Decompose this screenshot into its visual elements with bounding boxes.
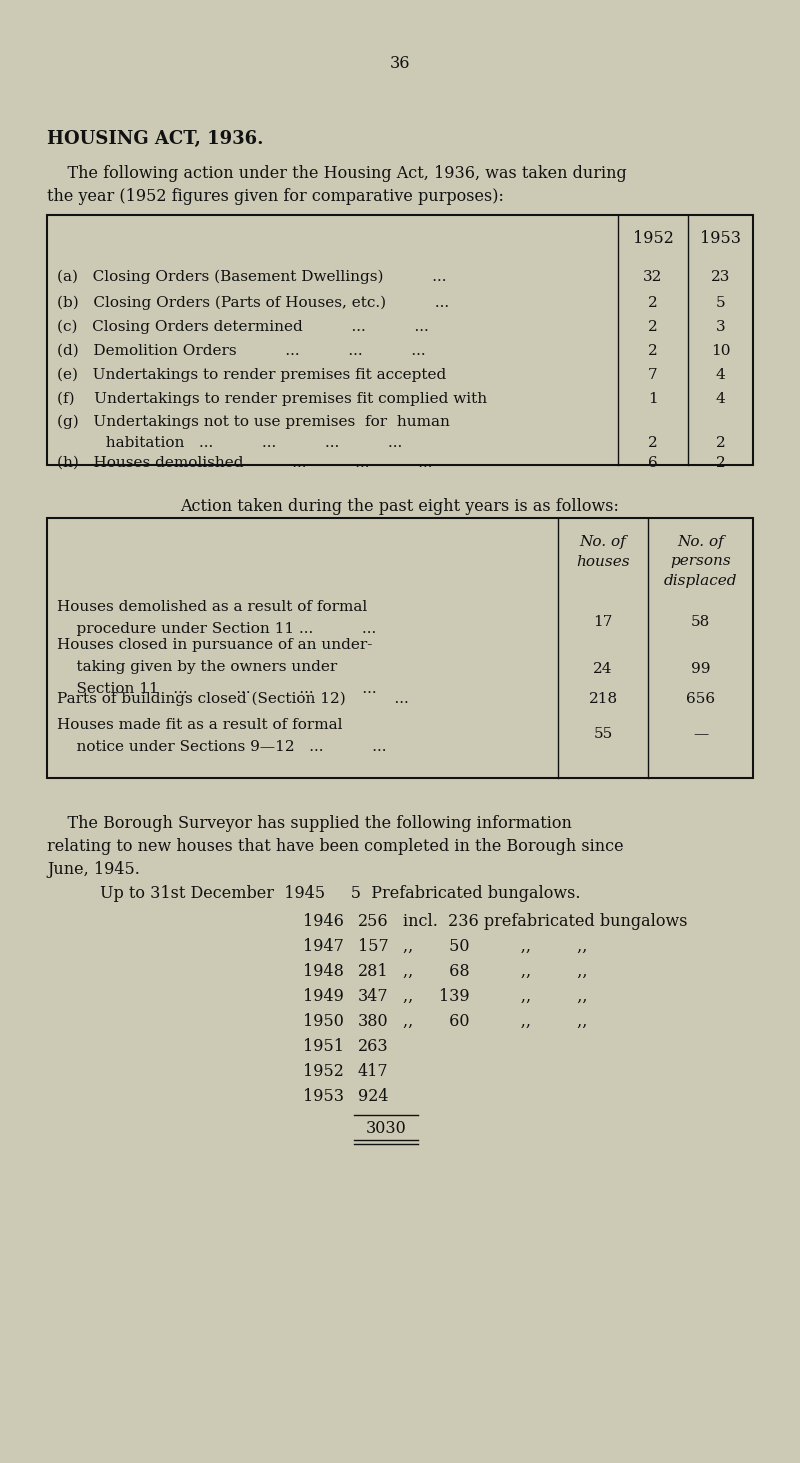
Text: The following action under the Housing Act, 1936, was taken during: The following action under the Housing A… bbox=[47, 165, 626, 181]
Text: 1946: 1946 bbox=[303, 913, 344, 930]
Text: (b)   Closing Orders (Parts of Houses, etc.)          ...: (b) Closing Orders (Parts of Houses, etc… bbox=[57, 296, 449, 310]
Text: Houses closed in pursuance of an under-: Houses closed in pursuance of an under- bbox=[57, 638, 372, 652]
Text: 2: 2 bbox=[648, 320, 658, 334]
Text: 7: 7 bbox=[648, 369, 658, 382]
Text: 1947: 1947 bbox=[303, 938, 344, 955]
Text: habitation   ...          ...          ...          ...: habitation ... ... ... ... bbox=[57, 436, 402, 451]
Text: procedure under Section 11 ...          ...: procedure under Section 11 ... ... bbox=[57, 622, 376, 636]
Text: 6: 6 bbox=[648, 456, 658, 470]
Text: 1948: 1948 bbox=[303, 963, 344, 980]
Text: 1: 1 bbox=[648, 392, 658, 407]
Text: 1950: 1950 bbox=[303, 1012, 344, 1030]
Text: Action taken during the past eight years is as follows:: Action taken during the past eight years… bbox=[181, 497, 619, 515]
Text: June, 1945.: June, 1945. bbox=[47, 862, 140, 878]
Text: No. of
persons
displaced: No. of persons displaced bbox=[664, 535, 738, 588]
Text: 2: 2 bbox=[648, 436, 658, 451]
Text: 263: 263 bbox=[358, 1039, 389, 1055]
Text: ,,       68          ,,         ,,: ,, 68 ,, ,, bbox=[403, 963, 587, 980]
Text: 17: 17 bbox=[594, 614, 613, 629]
Bar bbox=[47, 215, 753, 465]
Text: (h)   Houses demolished          ...          ...          ...: (h) Houses demolished ... ... ... bbox=[57, 456, 433, 470]
Text: The Borough Surveyor has supplied the following information: The Borough Surveyor has supplied the fo… bbox=[47, 815, 572, 832]
Text: 1953: 1953 bbox=[303, 1088, 344, 1105]
Text: 2: 2 bbox=[648, 296, 658, 310]
Text: 4: 4 bbox=[716, 369, 726, 382]
Text: Houses demolished as a result of formal: Houses demolished as a result of formal bbox=[57, 600, 367, 614]
Text: 4: 4 bbox=[716, 392, 726, 407]
Text: 157: 157 bbox=[358, 938, 389, 955]
Text: 256: 256 bbox=[358, 913, 389, 930]
Text: (c)   Closing Orders determined          ...          ...: (c) Closing Orders determined ... ... bbox=[57, 320, 429, 335]
Text: Houses made fit as a result of formal: Houses made fit as a result of formal bbox=[57, 718, 342, 732]
Text: 5: 5 bbox=[716, 296, 726, 310]
Text: 1951: 1951 bbox=[303, 1039, 344, 1055]
Text: Section 11   ...          ...          ...          ...: Section 11 ... ... ... ... bbox=[57, 682, 377, 696]
Text: 99: 99 bbox=[690, 661, 710, 676]
Text: taking given by the owners under: taking given by the owners under bbox=[57, 660, 338, 674]
Text: 380: 380 bbox=[358, 1012, 389, 1030]
Text: (d)   Demolition Orders          ...          ...          ...: (d) Demolition Orders ... ... ... bbox=[57, 344, 426, 358]
Text: 55: 55 bbox=[594, 727, 613, 740]
Text: Parts of buildings closed (Section 12)          ...: Parts of buildings closed (Section 12) .… bbox=[57, 692, 409, 707]
Text: 36: 36 bbox=[390, 56, 410, 72]
Text: 32: 32 bbox=[643, 271, 662, 284]
Text: (e)   Undertakings to render premises fit accepted: (e) Undertakings to render premises fit … bbox=[57, 369, 446, 382]
Text: 417: 417 bbox=[358, 1064, 389, 1080]
Text: 1949: 1949 bbox=[303, 988, 344, 1005]
Text: (f)    Undertakings to render premises fit complied with: (f) Undertakings to render premises fit … bbox=[57, 392, 487, 407]
Text: (a)   Closing Orders (Basement Dwellings)          ...: (a) Closing Orders (Basement Dwellings) … bbox=[57, 271, 446, 284]
Text: 1952: 1952 bbox=[303, 1064, 344, 1080]
Text: 656: 656 bbox=[686, 692, 715, 707]
Text: 1953: 1953 bbox=[700, 230, 741, 247]
Text: (g)   Undertakings not to use premises  for  human: (g) Undertakings not to use premises for… bbox=[57, 415, 450, 430]
Text: 924: 924 bbox=[358, 1088, 389, 1105]
Text: the year (1952 figures given for comparative purposes):: the year (1952 figures given for compara… bbox=[47, 189, 504, 205]
Text: ,,       50          ,,         ,,: ,, 50 ,, ,, bbox=[403, 938, 587, 955]
Text: relating to new houses that have been completed in the Borough since: relating to new houses that have been co… bbox=[47, 838, 624, 854]
Text: HOUSING ACT, 1936.: HOUSING ACT, 1936. bbox=[47, 130, 263, 148]
Text: 3: 3 bbox=[716, 320, 726, 334]
Text: 218: 218 bbox=[589, 692, 618, 707]
Text: 58: 58 bbox=[691, 614, 710, 629]
Text: 281: 281 bbox=[358, 963, 389, 980]
Text: ,,       60          ,,         ,,: ,, 60 ,, ,, bbox=[403, 1012, 587, 1030]
Text: 1952: 1952 bbox=[633, 230, 674, 247]
Text: Up to 31st December  1945     5  Prefabricated bungalows.: Up to 31st December 1945 5 Prefabricated… bbox=[100, 885, 581, 903]
Text: 10: 10 bbox=[710, 344, 730, 358]
Text: 23: 23 bbox=[711, 271, 730, 284]
Text: —: — bbox=[693, 727, 708, 740]
Text: 3030: 3030 bbox=[366, 1121, 406, 1137]
Text: 2: 2 bbox=[648, 344, 658, 358]
Text: notice under Sections 9—12   ...          ...: notice under Sections 9—12 ... ... bbox=[57, 740, 386, 753]
Text: ,,     139          ,,         ,,: ,, 139 ,, ,, bbox=[403, 988, 587, 1005]
Bar bbox=[47, 518, 753, 778]
Text: 24: 24 bbox=[594, 661, 613, 676]
Text: No. of
houses: No. of houses bbox=[576, 535, 630, 569]
Text: 2: 2 bbox=[716, 456, 726, 470]
Text: 347: 347 bbox=[358, 988, 389, 1005]
Text: 2: 2 bbox=[716, 436, 726, 451]
Text: incl.  236 prefabricated bungalows: incl. 236 prefabricated bungalows bbox=[403, 913, 687, 930]
